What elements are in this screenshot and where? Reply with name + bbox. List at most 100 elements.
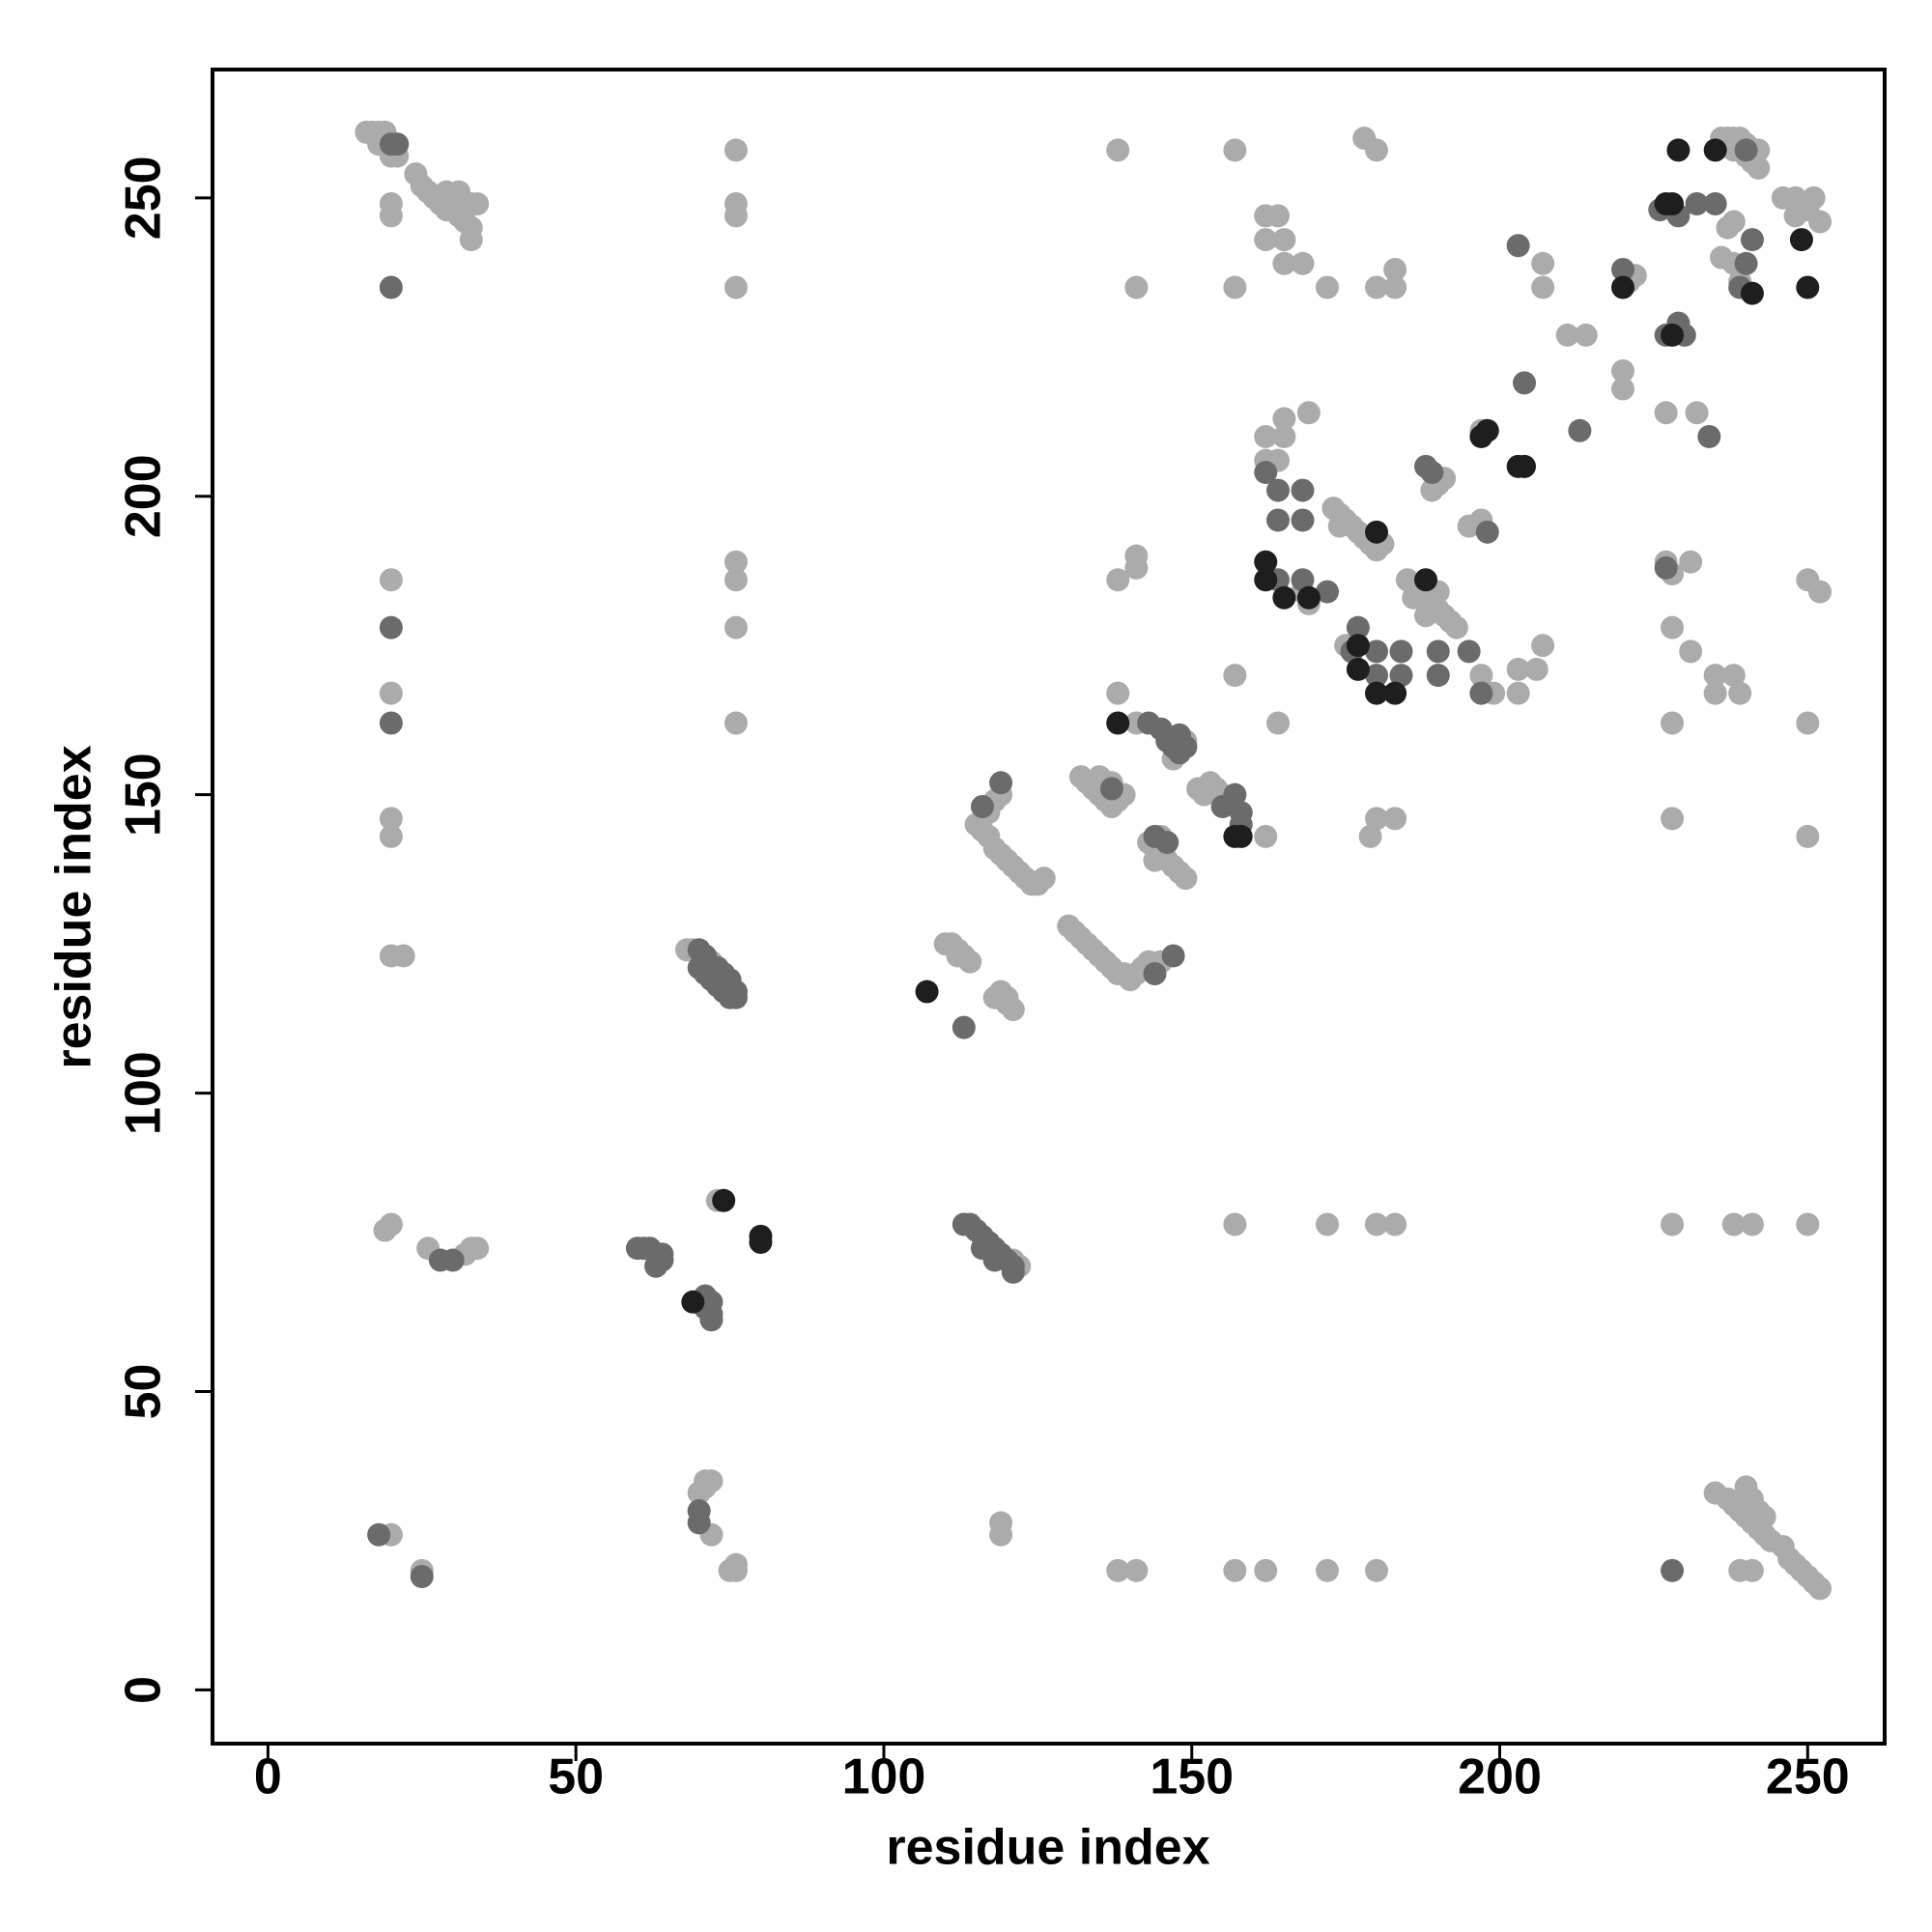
data-point bbox=[1291, 508, 1315, 532]
data-point bbox=[1383, 275, 1407, 299]
data-point bbox=[1001, 998, 1025, 1022]
data-point bbox=[1365, 138, 1389, 162]
x-tick-label: 150 bbox=[1150, 1749, 1234, 1805]
data-point bbox=[1389, 639, 1413, 664]
data-point bbox=[915, 980, 939, 1004]
data-point bbox=[391, 944, 415, 968]
data-point bbox=[1611, 359, 1635, 384]
data-point bbox=[1167, 723, 1191, 747]
data-point bbox=[1402, 585, 1426, 610]
data-point bbox=[1414, 604, 1438, 628]
data-point bbox=[724, 550, 748, 574]
data-point bbox=[1265, 478, 1290, 502]
data-point bbox=[1513, 371, 1537, 395]
data-point bbox=[1106, 1558, 1130, 1582]
data-point bbox=[1272, 407, 1296, 431]
data-point bbox=[1747, 1499, 1771, 1523]
data-point bbox=[1506, 681, 1530, 705]
data-point bbox=[1721, 210, 1746, 234]
data-point bbox=[1161, 944, 1185, 968]
data-point bbox=[1001, 1260, 1025, 1284]
data-point bbox=[435, 180, 459, 204]
data-point bbox=[699, 1308, 724, 1332]
data-point bbox=[1444, 615, 1468, 639]
data-point bbox=[1272, 251, 1296, 275]
data-point bbox=[1272, 228, 1296, 252]
data-point bbox=[379, 204, 403, 228]
data-point bbox=[1155, 831, 1179, 855]
data-point bbox=[379, 681, 403, 705]
data-point bbox=[1740, 1212, 1764, 1236]
data-point bbox=[1291, 251, 1315, 275]
data-point bbox=[1143, 962, 1167, 986]
data-point bbox=[379, 275, 403, 299]
data-point bbox=[1099, 777, 1123, 801]
data-point bbox=[982, 1248, 1007, 1272]
data-point bbox=[1802, 185, 1826, 210]
data-point bbox=[1734, 138, 1758, 162]
data-point bbox=[1661, 1212, 1685, 1236]
data-point bbox=[1426, 639, 1450, 664]
data-point bbox=[1414, 568, 1438, 592]
y-tick-label: 150 bbox=[116, 753, 172, 837]
data-point bbox=[1513, 454, 1537, 478]
data-point bbox=[1383, 1212, 1407, 1236]
data-point bbox=[379, 615, 403, 639]
data-point bbox=[1254, 1558, 1278, 1582]
data-point bbox=[1555, 323, 1579, 347]
data-point bbox=[1346, 615, 1370, 639]
data-point bbox=[749, 1231, 773, 1255]
plot-frame bbox=[211, 68, 1887, 1746]
data-point bbox=[1703, 664, 1727, 688]
data-point bbox=[1740, 228, 1764, 252]
data-point bbox=[1654, 401, 1678, 425]
data-point bbox=[1531, 251, 1555, 275]
data-point bbox=[1654, 555, 1678, 580]
data-point bbox=[1223, 664, 1247, 688]
data-point bbox=[1426, 664, 1450, 688]
data-point bbox=[1229, 824, 1253, 848]
data-point bbox=[687, 1511, 711, 1535]
data-point bbox=[1524, 657, 1548, 681]
data-point bbox=[1032, 867, 1056, 891]
data-point bbox=[1223, 138, 1247, 162]
data-point bbox=[1365, 639, 1389, 664]
data-point bbox=[1365, 1212, 1389, 1236]
data-point bbox=[440, 1248, 465, 1272]
data-point bbox=[1223, 275, 1247, 299]
y-axis-label: residue index bbox=[46, 745, 102, 1068]
data-point bbox=[1808, 210, 1833, 234]
data-point bbox=[1265, 711, 1290, 735]
data-point bbox=[989, 771, 1013, 795]
x-tick-label: 100 bbox=[842, 1749, 926, 1805]
data-point bbox=[1291, 568, 1315, 592]
x-tick-label: 200 bbox=[1458, 1749, 1542, 1805]
data-point bbox=[1143, 848, 1167, 872]
data-point bbox=[1254, 461, 1278, 485]
data-point bbox=[1721, 1212, 1746, 1236]
data-point bbox=[1254, 550, 1278, 574]
data-point bbox=[1383, 681, 1407, 705]
data-point bbox=[1389, 664, 1413, 688]
y-tick-label: 100 bbox=[116, 1051, 172, 1135]
data-point bbox=[1747, 156, 1771, 180]
data-point bbox=[712, 1188, 736, 1212]
data-point bbox=[410, 1565, 434, 1589]
data-point bbox=[1272, 424, 1296, 448]
data-point bbox=[1679, 550, 1703, 574]
data-point bbox=[1808, 580, 1833, 604]
data-point bbox=[1358, 824, 1382, 848]
data-point bbox=[724, 1558, 748, 1582]
y-tick-label: 250 bbox=[116, 156, 172, 240]
data-point bbox=[1661, 711, 1685, 735]
data-point bbox=[1316, 1558, 1339, 1582]
data-point bbox=[1106, 711, 1130, 735]
data-point bbox=[1685, 192, 1709, 216]
y-tick-label: 50 bbox=[116, 1364, 172, 1420]
data-point bbox=[1174, 867, 1198, 891]
y-tick-label: 200 bbox=[116, 454, 172, 538]
data-point bbox=[1316, 1212, 1339, 1236]
data-point bbox=[379, 1212, 403, 1236]
data-point bbox=[1254, 568, 1278, 592]
